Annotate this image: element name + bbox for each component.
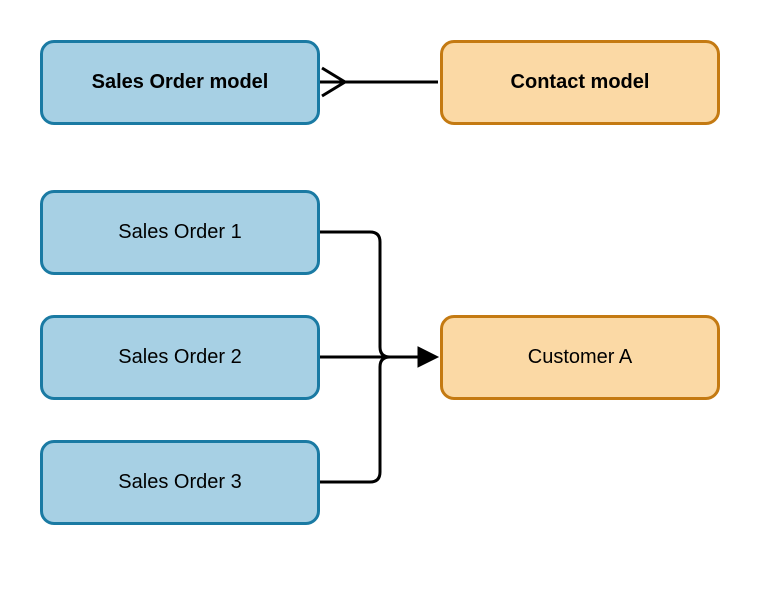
node-label: Sales Order 1 <box>118 221 241 244</box>
edge-so1 <box>320 232 418 357</box>
node-label: Sales Order 2 <box>118 346 241 369</box>
node-sales-order-2: Sales Order 2 <box>40 315 320 400</box>
edge-merge-arrowhead <box>418 347 438 367</box>
node-contact-model: Contact model <box>440 40 720 125</box>
edge-so3 <box>320 357 418 482</box>
node-label: Contact model <box>511 71 650 94</box>
node-sales-order-1: Sales Order 1 <box>40 190 320 275</box>
node-customer-a: Customer A <box>440 315 720 400</box>
node-label: Sales Order model <box>92 71 269 94</box>
node-label: Customer A <box>528 346 632 369</box>
edge-model-open-arrow <box>322 68 345 96</box>
node-label: Sales Order 3 <box>118 471 241 494</box>
node-sales-order-3: Sales Order 3 <box>40 440 320 525</box>
node-sales-order-model: Sales Order model <box>40 40 320 125</box>
